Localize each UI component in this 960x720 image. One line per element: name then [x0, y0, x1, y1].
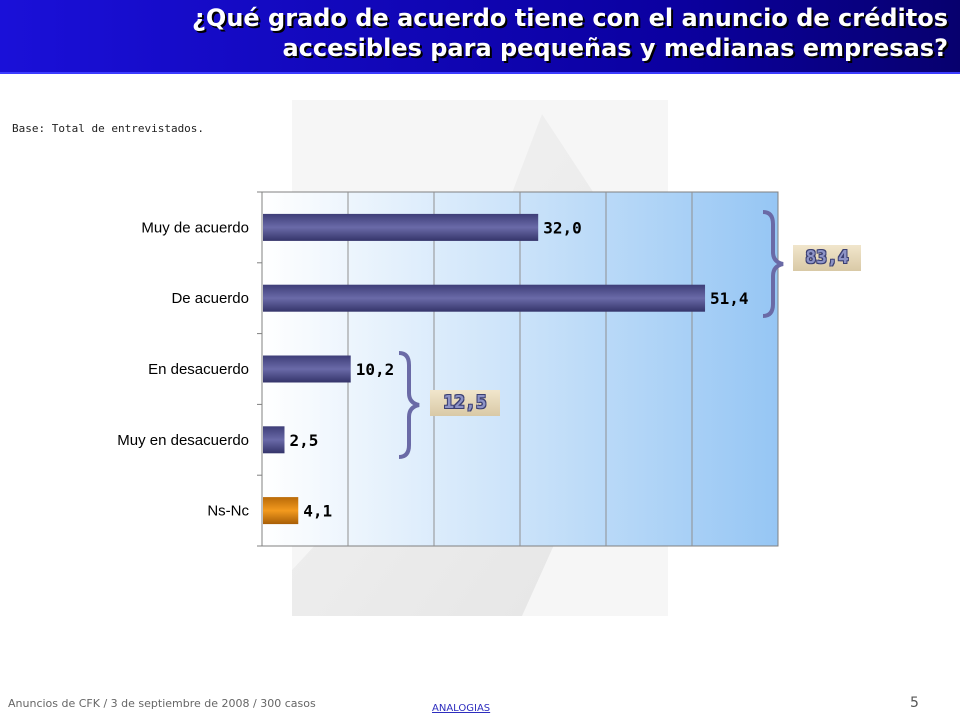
value-label: 2,5 — [290, 431, 319, 450]
category-label: Ns-Nc — [207, 503, 249, 520]
brand-link[interactable]: ANALOGIAS — [432, 703, 491, 714]
value-label: 4,1 — [303, 502, 332, 521]
category-label: Muy de acuerdo — [141, 219, 249, 236]
bar-0 — [263, 213, 539, 241]
title-bar: ¿Qué grado de acuerdo tiene con el anunc… — [0, 0, 960, 74]
bar-2 — [263, 355, 351, 383]
total-acuerdo-badge: 83,4 — [793, 245, 861, 271]
page-number: 5 — [910, 695, 919, 711]
category-label: En desacuerdo — [148, 361, 249, 378]
title-line-1: ¿Qué grado de acuerdo tiene con el anunc… — [192, 4, 948, 32]
bar-3 — [263, 426, 285, 454]
total-desacuerdo-badge: 12,5 — [430, 390, 500, 416]
bar-1 — [263, 284, 706, 312]
value-label: 51,4 — [710, 289, 749, 308]
value-label: 10,2 — [356, 360, 395, 379]
category-label: De acuerdo — [171, 290, 249, 307]
bracket-acuerdo — [762, 210, 784, 318]
footer-note: Anuncios de CFK / 3 de septiembre de 200… — [8, 697, 316, 710]
base-note: Base: Total de entrevistados. — [12, 122, 205, 135]
category-label: Muy en desacuerdo — [117, 432, 249, 449]
bar-4 — [263, 497, 299, 525]
value-label: 32,0 — [543, 218, 582, 237]
title-line-2: accesibles para pequeñas y medianas empr… — [282, 34, 948, 62]
bracket-desacuerdo — [398, 351, 420, 459]
